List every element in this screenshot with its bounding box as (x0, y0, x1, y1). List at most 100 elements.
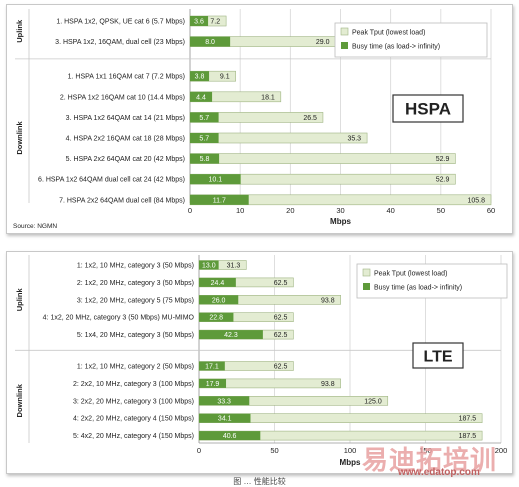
busy-value-label: 8.0 (205, 39, 215, 46)
peak-value-label: 125.0 (364, 398, 382, 405)
busy-value-label: 13.0 (202, 263, 216, 270)
row-label: 1: 1x2, 10 MHz, category 3 (50 Mbps) (77, 263, 194, 270)
row-label: 5. HSPA 2x2 64QAM cat 20 (42 Mbps) (66, 156, 185, 163)
row-label: 3. HSPA 1x2, 16QAM, dual cell (23 Mbps) (55, 39, 185, 46)
chart-tag-label: HSPA (405, 100, 451, 119)
x-tick-label: 200 (495, 446, 508, 455)
legend-label-busy: Busy time (as load-> infinity) (352, 44, 440, 51)
legend-swatch-peak (362, 268, 371, 277)
x-axis-title: Mbps (330, 217, 351, 226)
peak-bar (189, 153, 456, 164)
group-label-uplink: Uplink (15, 19, 24, 43)
peak-value-label: 93.8 (321, 297, 335, 304)
peak-value-label: 105.8 (467, 197, 485, 204)
busy-value-label: 5.7 (199, 136, 209, 143)
busy-value-label: 3.6 (194, 19, 204, 26)
row-label: 4: 1x2, 20 MHz, category 3 (50 Mbps) MU-… (43, 315, 195, 322)
busy-value-label: 3.8 (195, 74, 205, 81)
x-tick-label: 60 (487, 206, 495, 215)
chart-tag-label: LTE (423, 348, 452, 365)
busy-value-label: 33.3 (217, 398, 231, 405)
peak-value-label: 29.0 (316, 39, 330, 46)
row-label: 3: 1x2, 20 MHz, category 5 (75 Mbps) (77, 297, 194, 304)
legend-label-peak: Peak Tput (lowest load) (374, 271, 447, 278)
peak-value-label: 18.1 (261, 94, 275, 101)
watermark-url: www.edatop.com (398, 467, 480, 478)
row-label: 1. HSPA 1x2, QPSK, UE cat 6 (5.7 Mbps) (56, 19, 185, 26)
busy-bar (199, 413, 251, 423)
lte-chart-panel: Uplink Downlink 1: 1x2, 10 MHz, category 3… (6, 251, 513, 474)
watermark-text: 易迪拓培训 (362, 446, 498, 476)
legend-swatch-peak (340, 27, 349, 36)
busy-value-label: 40.6 (223, 433, 237, 440)
busy-value-label: 4.4 (196, 94, 206, 101)
x-tick-label: 50 (270, 446, 278, 455)
busy-bar (199, 431, 261, 441)
busy-value-label: 11.7 (213, 197, 226, 204)
x-tick-label: 40 (386, 206, 394, 215)
busy-value-label: 10.1 (209, 177, 223, 184)
peak-value-label: 7.2 (210, 19, 220, 26)
x-tick-label: 150 (419, 446, 432, 455)
hspa-chart: Uplink Downlink 1. HSPA 1x2, QPSK, UE cat … (13, 9, 495, 230)
busy-bar (190, 16, 209, 26)
source-note: Source: NGMN (13, 223, 57, 230)
busy-value-label: 26.0 (212, 297, 226, 304)
busy-value-label: 17.9 (206, 381, 220, 388)
peak-value-label: 52.9 (436, 156, 450, 163)
legend-label-peak: Peak Tput (lowest load) (352, 30, 425, 37)
busy-bar (199, 277, 236, 287)
legend-swatch-busy (341, 42, 348, 49)
busy-bar (190, 112, 219, 123)
row-label: 2: 2x2, 10 MHz, category 3 (100 Mbps) (73, 381, 194, 388)
busy-bar (199, 295, 239, 305)
peak-value-label: 9.1 (220, 74, 230, 81)
peak-value-label: 52.9 (436, 177, 450, 184)
row-label: 4: 2x2, 20 MHz, category 4 (150 Mbps) (73, 416, 194, 423)
busy-value-label: 24.4 (211, 280, 225, 287)
busy-bar (190, 133, 219, 143)
busy-bar (190, 174, 241, 185)
group-label-downlink: Downlink (15, 383, 24, 417)
busy-value-label: 17.1 (205, 364, 219, 371)
busy-bar (190, 194, 249, 205)
busy-bar (199, 312, 234, 322)
legend-label-busy: Busy time (as load-> infinity) (374, 285, 462, 292)
group-label-downlink: Downlink (15, 121, 24, 155)
row-label: 5: 4x2, 20 MHz, category 4 (150 Mbps) (73, 433, 194, 440)
busy-bar (190, 71, 210, 82)
busy-bar (190, 91, 213, 102)
x-tick-label: 100 (344, 446, 357, 455)
legend-box (334, 22, 488, 58)
busy-value-label: 22.8 (209, 315, 223, 322)
x-tick-label: 20 (286, 206, 294, 215)
row-label: 6. HSPA 1x2 64QAM dual cell cat 24 (42 M… (38, 177, 185, 184)
peak-value-label: 31.3 (227, 263, 241, 270)
x-tick-label: 30 (336, 206, 344, 215)
row-label: 3. HSPA 1x2 64QAM cat 14 (21 Mbps) (66, 115, 185, 122)
row-label: 1. HSPA 1x1 16QAM cat 7 (7.2 Mbps) (68, 74, 185, 81)
peak-value-label: 62.5 (274, 332, 288, 339)
x-axis-title: Mbps (340, 458, 361, 467)
chart-tag-box (412, 342, 464, 369)
peak-value-label: 93.8 (321, 381, 335, 388)
legend-swatch-busy (363, 283, 370, 290)
busy-bar (199, 260, 219, 270)
row-label: 2: 1x2, 20 MHz, category 3 (50 Mbps) (77, 280, 194, 287)
peak-value-label: 187.5 (459, 416, 477, 423)
row-label: 4. HSPA 2x2 16QAM cat 18 (28 Mbps) (66, 136, 185, 143)
peak-value-label: 35.3 (347, 136, 361, 143)
busy-bar (190, 36, 231, 47)
figure-caption: 图 … 性能比较 (233, 477, 286, 486)
x-tick-label: 10 (236, 206, 244, 215)
group-label-uplink: Uplink (15, 288, 24, 312)
x-tick-label: 0 (197, 446, 201, 455)
peak-value-label: 62.5 (274, 364, 288, 371)
peak-value-label: 26.5 (303, 115, 317, 122)
row-label: 2. HSPA 1x2 16QAM cat 10 (14.4 Mbps) (60, 94, 185, 101)
busy-bar (199, 378, 227, 388)
row-label: 7. HSPA 2x2 64QAM dual cell (84 Mbps) (59, 197, 185, 204)
peak-value-label: 62.5 (274, 280, 288, 287)
busy-value-label: 42.3 (224, 332, 238, 339)
x-tick-label: 50 (437, 206, 445, 215)
